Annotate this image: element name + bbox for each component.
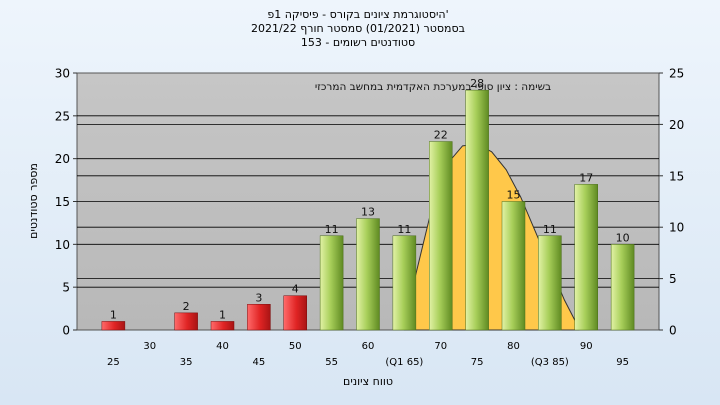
y2-tick-label-5: 25	[669, 67, 684, 81]
y-tick-label-2: 10	[55, 238, 70, 252]
bar-90	[574, 184, 598, 331]
right-y-axis: 0 5 10 15 20 25	[659, 67, 684, 338]
bar-65	[392, 235, 417, 331]
x-tick-label-9: 70	[434, 341, 447, 352]
x-tick-label-6: 55	[325, 357, 338, 368]
title-line-3: 153 - סטודנטים רשומים	[301, 36, 415, 49]
x-tick-label-11: 80	[507, 341, 520, 352]
bars	[101, 89, 635, 331]
bar-label-75: 28	[470, 77, 484, 90]
bar-75	[465, 89, 489, 331]
chart-annotation: בשימה : ציון סופי במערכת האקדמית במחשב ה…	[315, 81, 551, 93]
y2-tick-label-2: 10	[669, 221, 684, 235]
bar-label-90: 17	[579, 171, 593, 184]
bar-50	[283, 295, 307, 331]
left-y-axis: 0 5 10 15 20 25 30	[55, 67, 77, 338]
y-tick-label-1: 5	[62, 281, 70, 295]
y-tick-label-3: 15	[55, 195, 70, 209]
bar-25	[101, 321, 126, 331]
bar-label-80: 15	[507, 189, 521, 202]
bar-85	[538, 235, 562, 331]
bar-label-70: 22	[434, 129, 448, 142]
x-axis-label: טווח ציונים	[343, 375, 393, 388]
x-tick-label-0: 25	[107, 357, 120, 368]
x-tick-label-2: 35	[180, 357, 193, 368]
bar-80	[501, 201, 526, 331]
bar-label-40: 1	[219, 308, 226, 321]
y-tick-label-5: 25	[55, 109, 70, 123]
x-tick-label-10: 75	[471, 357, 484, 368]
bar-label-85: 11	[543, 223, 557, 236]
x-tick-label-4: 45	[253, 357, 266, 368]
y2-tick-label-1: 5	[669, 272, 677, 286]
y2-tick-label-3: 15	[669, 169, 684, 183]
x-tick-label-1: 30	[143, 341, 156, 352]
bar-label-60: 13	[361, 206, 375, 219]
x-tick-label-5: 50	[289, 341, 302, 352]
x-tick-label-7: 60	[362, 341, 375, 352]
bar-label-55: 11	[325, 223, 339, 236]
bar-label-25: 1	[110, 308, 117, 321]
bar-35	[174, 312, 198, 331]
bar-55	[319, 235, 344, 331]
bar-label-95: 10	[616, 231, 630, 244]
y-tick-label-4: 20	[55, 152, 70, 166]
chart-title: היסטוגרמת ציונים בקורס - פיסיקה 1פ' בסמס…	[251, 8, 465, 49]
x-tick-label-12: (Q3 85)	[531, 357, 569, 368]
y-tick-label-6: 30	[55, 67, 70, 81]
x-tick-label-13: 90	[580, 341, 593, 352]
y-axis-label: מספר סטודנטים	[27, 163, 40, 239]
bar-label-65: 11	[397, 223, 411, 236]
x-tick-label-3: 40	[216, 341, 229, 352]
y2-tick-label-0: 0	[669, 324, 677, 338]
bar-70	[429, 141, 453, 331]
bar-60	[356, 218, 380, 331]
x-tick-label-14: 95	[616, 357, 629, 368]
y-tick-label-0: 0	[62, 324, 70, 338]
bar-label-50: 4	[292, 283, 299, 296]
bar-label-35: 2	[183, 300, 190, 313]
title-line-1: היסטוגרמת ציונים בקורס - פיסיקה 1פ'	[267, 8, 448, 21]
bar-40	[210, 321, 235, 331]
x-tick-label-8: (Q1 65)	[385, 357, 423, 368]
bar-95	[610, 244, 635, 331]
bar-45	[247, 304, 271, 331]
title-line-2: בסמסטר (01/2021) סמסטר חורף 2021/22	[251, 22, 465, 35]
x-axis: 25 30 35 40 45 50 55 60 (Q1 65) 70 75 80 (Q3 85) 90 95	[107, 341, 629, 368]
bar-label-45: 3	[255, 291, 262, 304]
y2-tick-label-4: 20	[669, 118, 684, 132]
